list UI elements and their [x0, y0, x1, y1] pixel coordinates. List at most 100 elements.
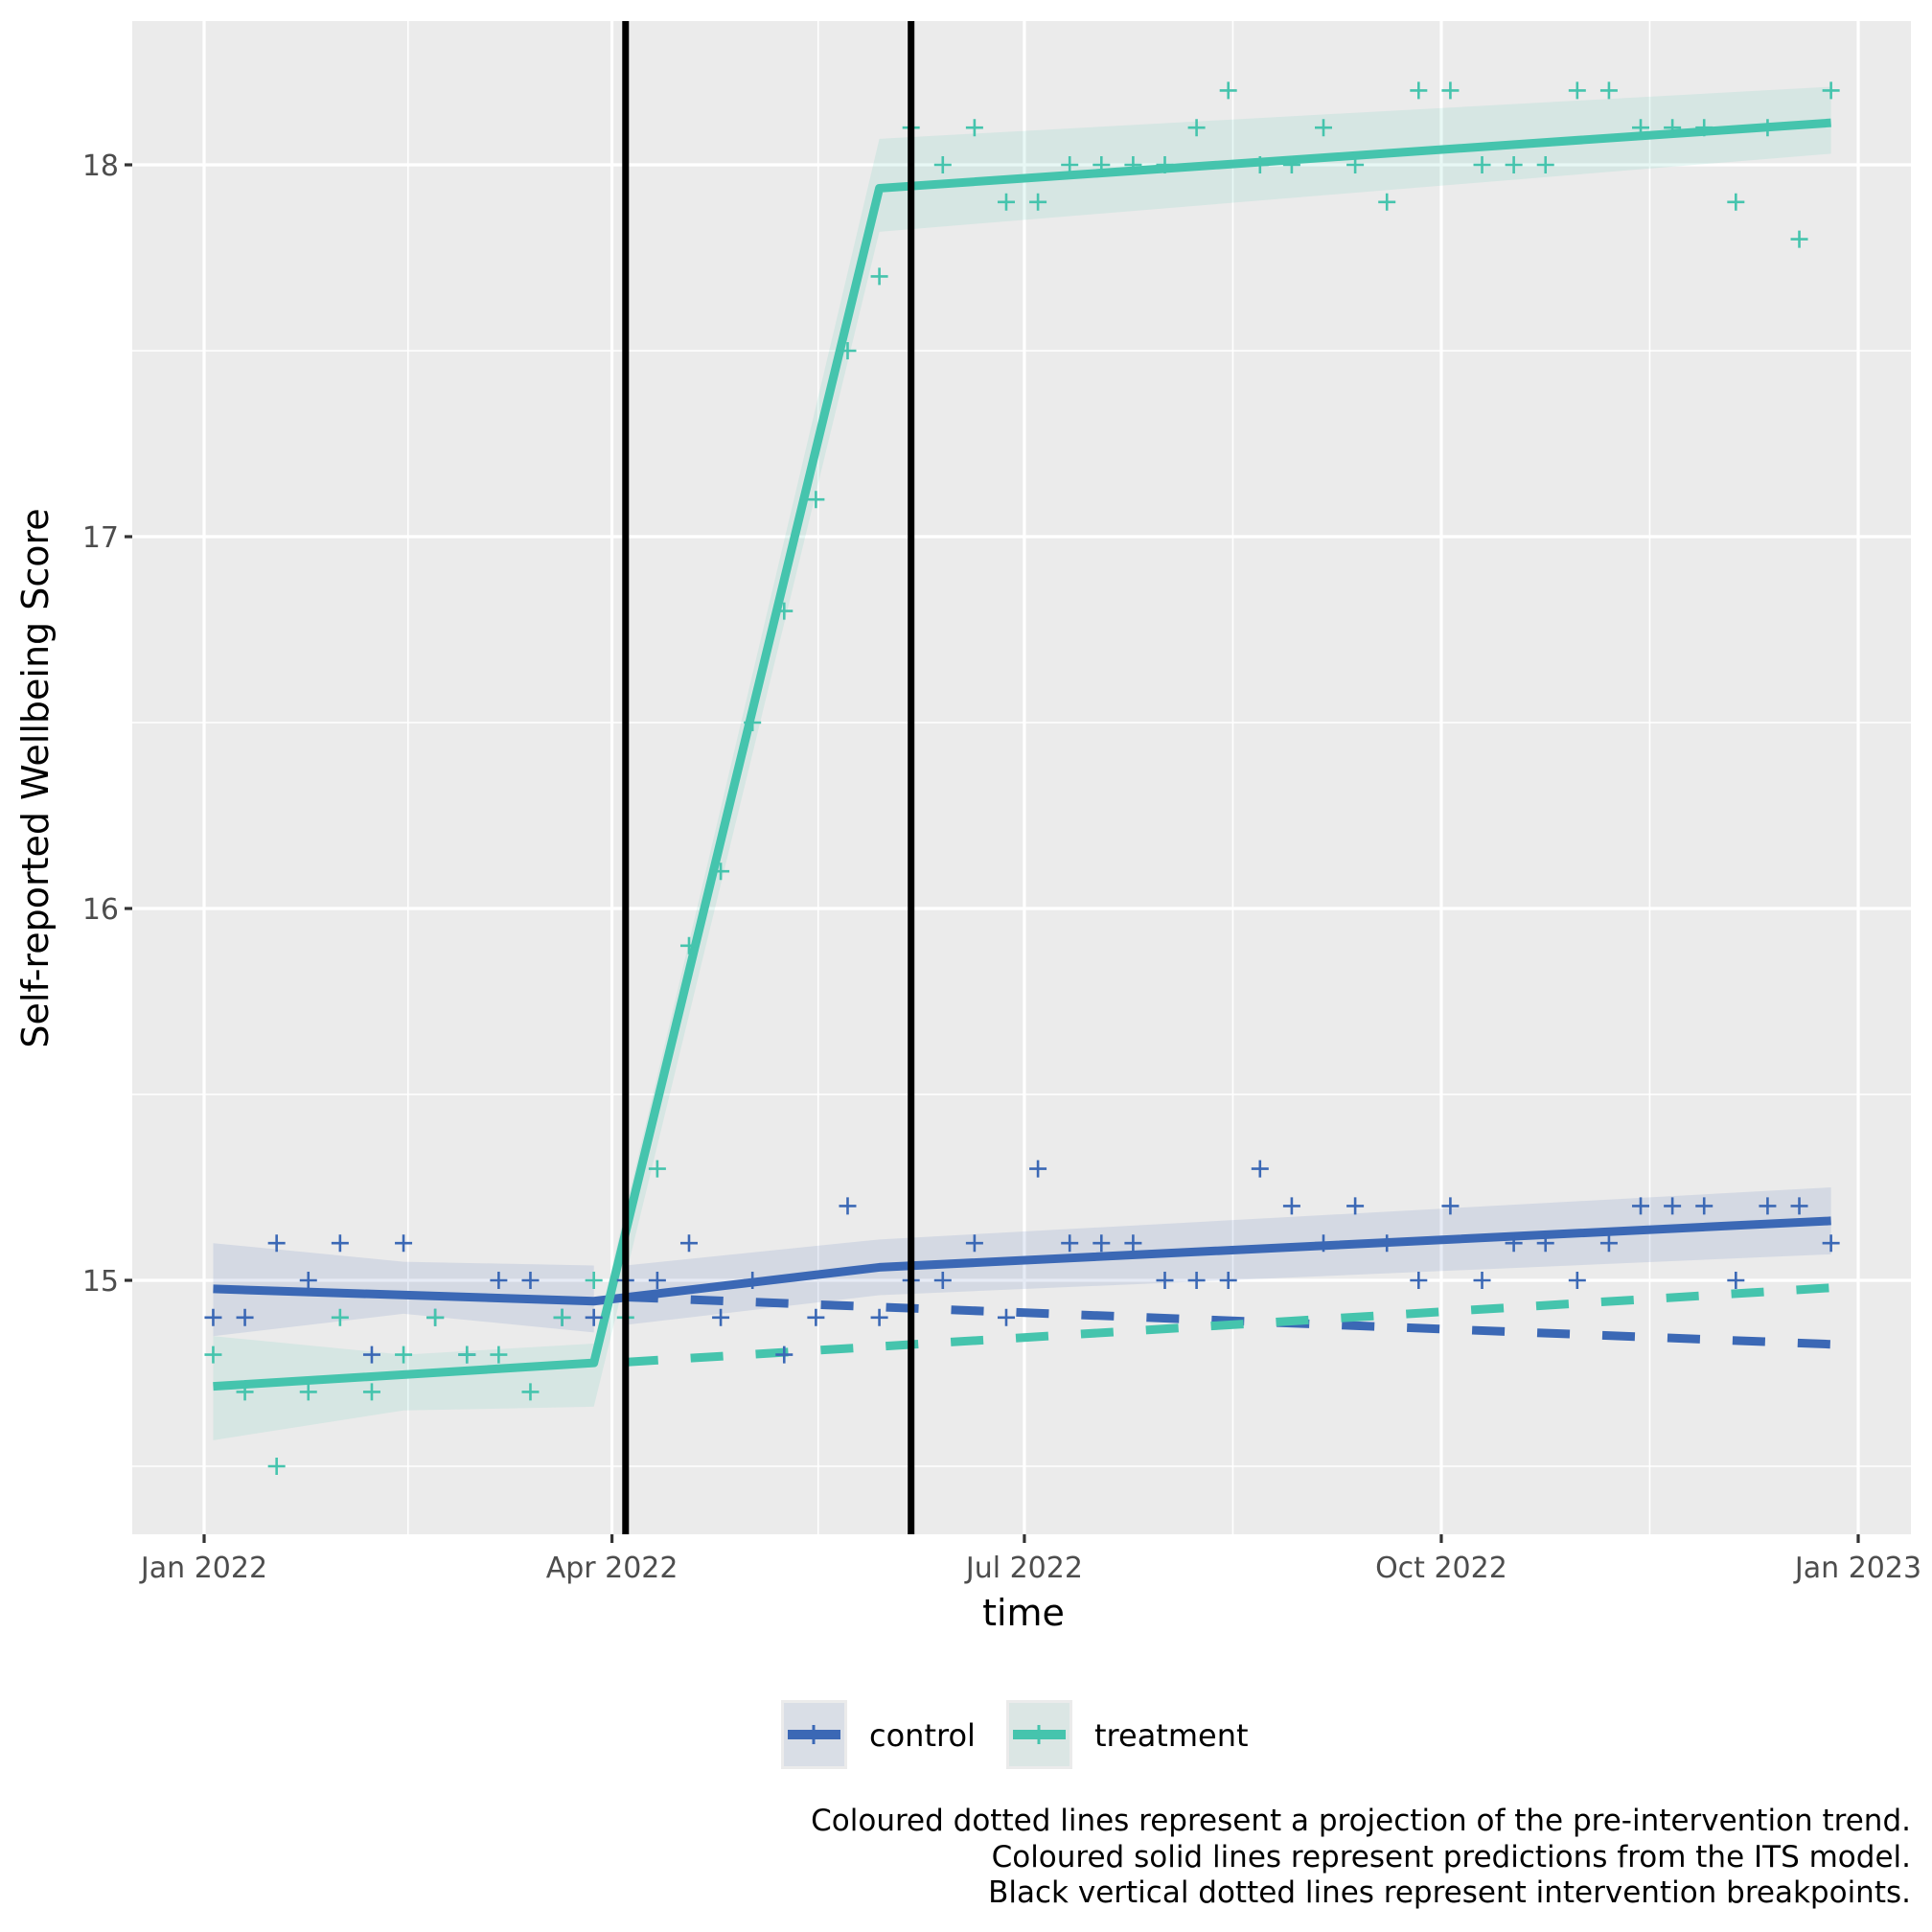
treatment-point [395, 1346, 413, 1364]
caption: Coloured dotted lines represent a projec… [811, 1804, 1911, 1910]
control-point [395, 1234, 413, 1253]
x-tick-label: Oct 2022 [1375, 1552, 1507, 1585]
treatment-point [1790, 230, 1808, 248]
legend-item-treatment[interactable]: treatment [1006, 1700, 1249, 1769]
control-ribbon-pre [213, 1243, 594, 1337]
treatment-point [1092, 156, 1111, 173]
treatment-point [1664, 119, 1682, 137]
treatment-point [1346, 156, 1365, 173]
control-point [521, 1272, 540, 1289]
control-point [807, 1308, 825, 1326]
control-point [1505, 1234, 1523, 1253]
treatment-point [236, 1383, 254, 1401]
control-point [870, 1308, 888, 1326]
control-point [1822, 1234, 1840, 1253]
treatment-point [1124, 156, 1142, 173]
control-point [299, 1272, 317, 1289]
major-gridlines [132, 21, 1911, 1534]
treatment-fit-line [213, 118, 1831, 1392]
control-point [1156, 1272, 1174, 1289]
y-tick-labels: 15 16 17 18 [82, 150, 119, 1299]
y-tick-label: 18 [82, 150, 119, 183]
control-fit-line [213, 1216, 1831, 1306]
treatment-point [1061, 156, 1079, 173]
control-point [933, 1272, 952, 1289]
caption-line-3: Black vertical dotted lines represent in… [988, 1875, 1911, 1910]
fit-lines [213, 118, 1831, 1392]
treatment-point [1251, 156, 1269, 173]
treatment-point [712, 862, 730, 881]
control-point [775, 1346, 794, 1364]
control-point [965, 1234, 983, 1253]
control-point [362, 1346, 380, 1364]
treatment-point [204, 1346, 222, 1364]
control-point [1092, 1234, 1111, 1253]
control-point [1473, 1272, 1491, 1289]
treatment-point [1695, 119, 1714, 137]
treatment-point [1029, 193, 1047, 211]
control-point [1315, 1234, 1333, 1253]
treatment-point [1219, 81, 1237, 100]
control-point [1378, 1234, 1396, 1253]
control-point [1759, 1197, 1777, 1215]
plot-panel [132, 21, 1911, 1534]
minor-gridlines [132, 21, 1911, 1534]
treatment-point [965, 119, 983, 137]
treatment-point [1568, 81, 1586, 100]
treatment-point [997, 193, 1015, 211]
control-point [1124, 1234, 1142, 1253]
y-axis-title: Self-reported Wellbeing Score [14, 508, 57, 1047]
control-point [331, 1234, 349, 1253]
treatment-point [553, 1308, 571, 1326]
control-point [1727, 1272, 1745, 1289]
y-tick-label: 15 [82, 1265, 119, 1299]
treatment-point [1282, 156, 1300, 173]
control-point [1187, 1272, 1206, 1289]
control-point [1219, 1272, 1237, 1289]
control-point [1061, 1234, 1079, 1253]
x-tick-labels: Jan 2022 Apr 2022 Jul 2022 Oct 2022 Jan 2023 [139, 1552, 1921, 1585]
control-point [490, 1272, 508, 1289]
treatment-point [1759, 119, 1777, 137]
control-point [236, 1308, 254, 1326]
treatment-point [839, 342, 857, 359]
control-point [1346, 1197, 1365, 1215]
control-point [744, 1272, 762, 1289]
x-tick-label: Apr 2022 [546, 1552, 678, 1585]
control-point [648, 1272, 666, 1289]
treatment-point [458, 1346, 476, 1364]
treatment-point [1505, 156, 1523, 173]
treatment-point [267, 1458, 286, 1475]
treatment-points [204, 81, 1840, 1475]
control-point [1664, 1197, 1682, 1215]
treatment-point [521, 1383, 540, 1401]
treatment-point [1441, 81, 1460, 100]
y-tick-label: 17 [82, 521, 119, 555]
treatment-point [1599, 81, 1618, 100]
control-point [1251, 1160, 1269, 1178]
legend-label-treatment: treatment [1094, 1717, 1249, 1754]
control-point [712, 1308, 730, 1326]
legend: control treatment [781, 1700, 1249, 1769]
treatment-point [1187, 119, 1206, 137]
treatment-point [807, 491, 825, 509]
treatment-point [1378, 193, 1396, 211]
treatment-point [585, 1272, 603, 1289]
treatment-point [1473, 156, 1491, 173]
control-point [1282, 1197, 1300, 1215]
control-point [1029, 1160, 1047, 1178]
control-point [1599, 1234, 1618, 1253]
treatment-point [1632, 119, 1650, 137]
treatment-point [1822, 81, 1840, 100]
control-point [267, 1234, 286, 1253]
treatment-point [299, 1383, 317, 1401]
control-point [1632, 1197, 1650, 1215]
x-axis-title: time [982, 1592, 1065, 1634]
axis-ticks [125, 163, 1860, 1543]
control-point [1536, 1234, 1554, 1253]
control-point [997, 1308, 1015, 1326]
legend-item-control[interactable]: control [781, 1700, 976, 1769]
treatment-point [648, 1160, 666, 1178]
treatment-point [744, 714, 762, 731]
